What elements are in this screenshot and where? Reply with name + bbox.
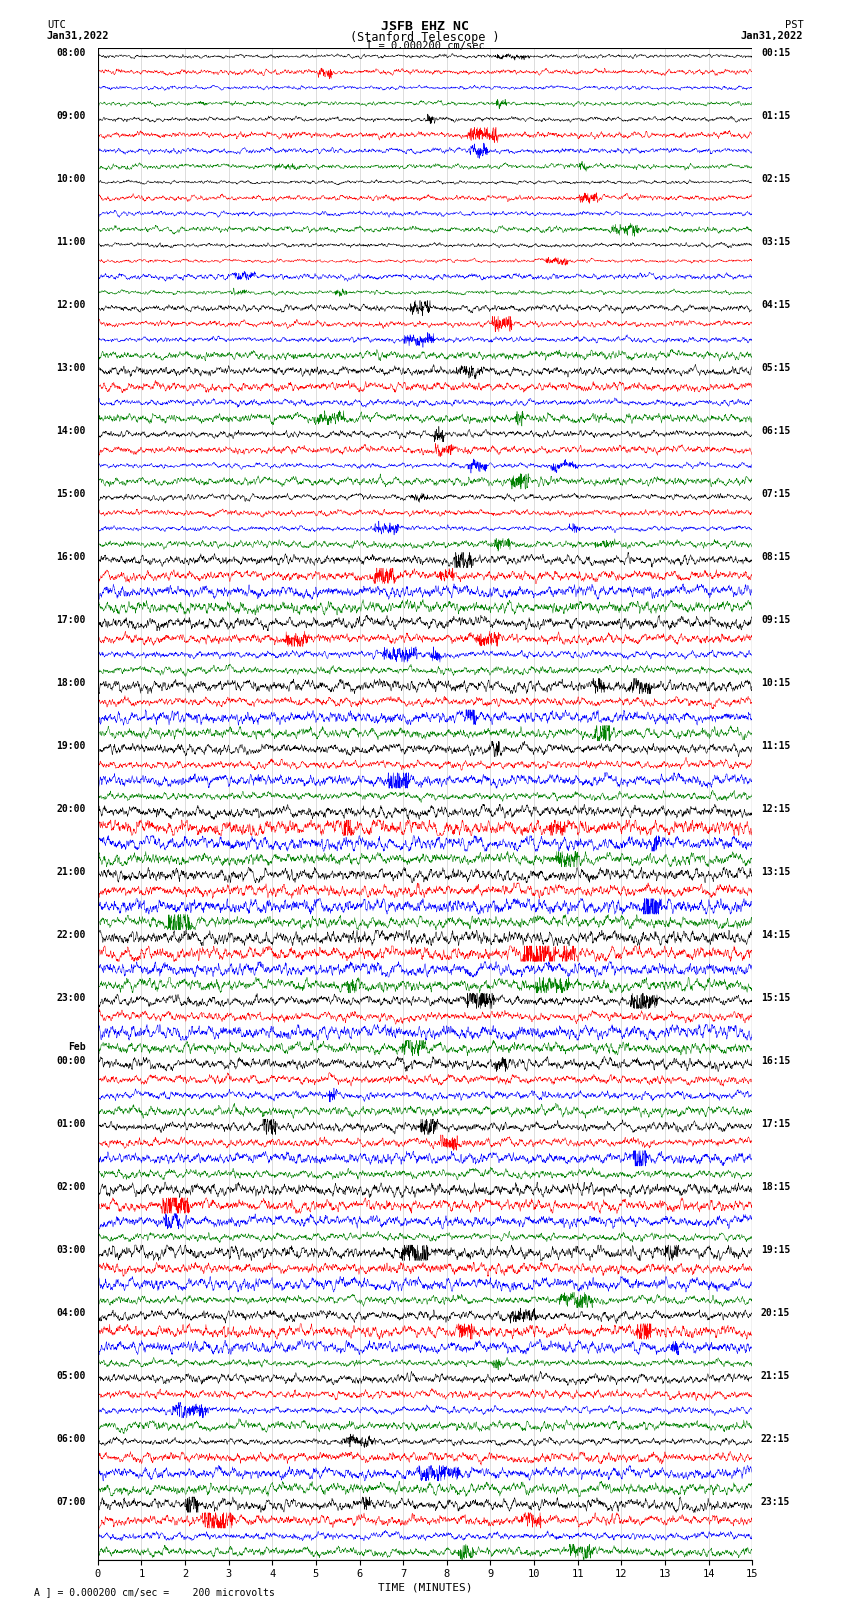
Text: 15:15: 15:15 bbox=[761, 994, 790, 1003]
Text: 23:15: 23:15 bbox=[761, 1497, 790, 1507]
Text: 06:15: 06:15 bbox=[761, 426, 790, 436]
Text: 16:15: 16:15 bbox=[761, 1057, 790, 1066]
Text: 20:00: 20:00 bbox=[56, 805, 86, 815]
Text: 09:15: 09:15 bbox=[761, 615, 790, 626]
Text: 08:00: 08:00 bbox=[56, 48, 86, 58]
Text: 01:00: 01:00 bbox=[56, 1119, 86, 1129]
Text: Jan31,2022: Jan31,2022 bbox=[47, 31, 110, 40]
Text: 13:15: 13:15 bbox=[761, 868, 790, 877]
Text: 14:15: 14:15 bbox=[761, 931, 790, 940]
Text: 23:00: 23:00 bbox=[56, 994, 86, 1003]
Text: JSFB EHZ NC: JSFB EHZ NC bbox=[381, 19, 469, 34]
Text: 06:00: 06:00 bbox=[56, 1434, 86, 1444]
Text: PST: PST bbox=[785, 19, 803, 31]
Text: 22:00: 22:00 bbox=[56, 931, 86, 940]
Text: 02:00: 02:00 bbox=[56, 1182, 86, 1192]
Text: 11:00: 11:00 bbox=[56, 237, 86, 247]
Text: 22:15: 22:15 bbox=[761, 1434, 790, 1444]
Text: 10:15: 10:15 bbox=[761, 677, 790, 689]
Text: 01:15: 01:15 bbox=[761, 111, 790, 121]
Text: 20:15: 20:15 bbox=[761, 1308, 790, 1318]
X-axis label: TIME (MINUTES): TIME (MINUTES) bbox=[377, 1582, 473, 1592]
Text: 11:15: 11:15 bbox=[761, 740, 790, 752]
Text: 15:00: 15:00 bbox=[56, 489, 86, 498]
Text: Feb: Feb bbox=[68, 1042, 86, 1052]
Text: 04:00: 04:00 bbox=[56, 1308, 86, 1318]
Text: 05:00: 05:00 bbox=[56, 1371, 86, 1381]
Text: 17:15: 17:15 bbox=[761, 1119, 790, 1129]
Text: 00:15: 00:15 bbox=[761, 48, 790, 58]
Text: 08:15: 08:15 bbox=[761, 552, 790, 563]
Text: 19:15: 19:15 bbox=[761, 1245, 790, 1255]
Text: I = 0.000200 cm/sec: I = 0.000200 cm/sec bbox=[366, 40, 484, 52]
Text: 16:00: 16:00 bbox=[56, 552, 86, 563]
Text: 00:00: 00:00 bbox=[56, 1057, 86, 1066]
Text: A ] = 0.000200 cm/sec =    200 microvolts: A ] = 0.000200 cm/sec = 200 microvolts bbox=[34, 1587, 275, 1597]
Text: Jan31,2022: Jan31,2022 bbox=[740, 31, 803, 40]
Text: 21:00: 21:00 bbox=[56, 868, 86, 877]
Text: 18:00: 18:00 bbox=[56, 677, 86, 689]
Text: 21:15: 21:15 bbox=[761, 1371, 790, 1381]
Text: 02:15: 02:15 bbox=[761, 174, 790, 184]
Text: UTC: UTC bbox=[47, 19, 65, 31]
Text: 10:00: 10:00 bbox=[56, 174, 86, 184]
Text: 03:15: 03:15 bbox=[761, 237, 790, 247]
Text: 12:15: 12:15 bbox=[761, 805, 790, 815]
Text: 19:00: 19:00 bbox=[56, 740, 86, 752]
Text: 12:00: 12:00 bbox=[56, 300, 86, 310]
Text: 07:15: 07:15 bbox=[761, 489, 790, 498]
Text: 03:00: 03:00 bbox=[56, 1245, 86, 1255]
Text: 04:15: 04:15 bbox=[761, 300, 790, 310]
Text: 17:00: 17:00 bbox=[56, 615, 86, 626]
Text: 05:15: 05:15 bbox=[761, 363, 790, 373]
Text: 13:00: 13:00 bbox=[56, 363, 86, 373]
Text: 07:00: 07:00 bbox=[56, 1497, 86, 1507]
Text: 14:00: 14:00 bbox=[56, 426, 86, 436]
Text: (Stanford Telescope ): (Stanford Telescope ) bbox=[350, 31, 500, 44]
Text: 18:15: 18:15 bbox=[761, 1182, 790, 1192]
Text: 09:00: 09:00 bbox=[56, 111, 86, 121]
